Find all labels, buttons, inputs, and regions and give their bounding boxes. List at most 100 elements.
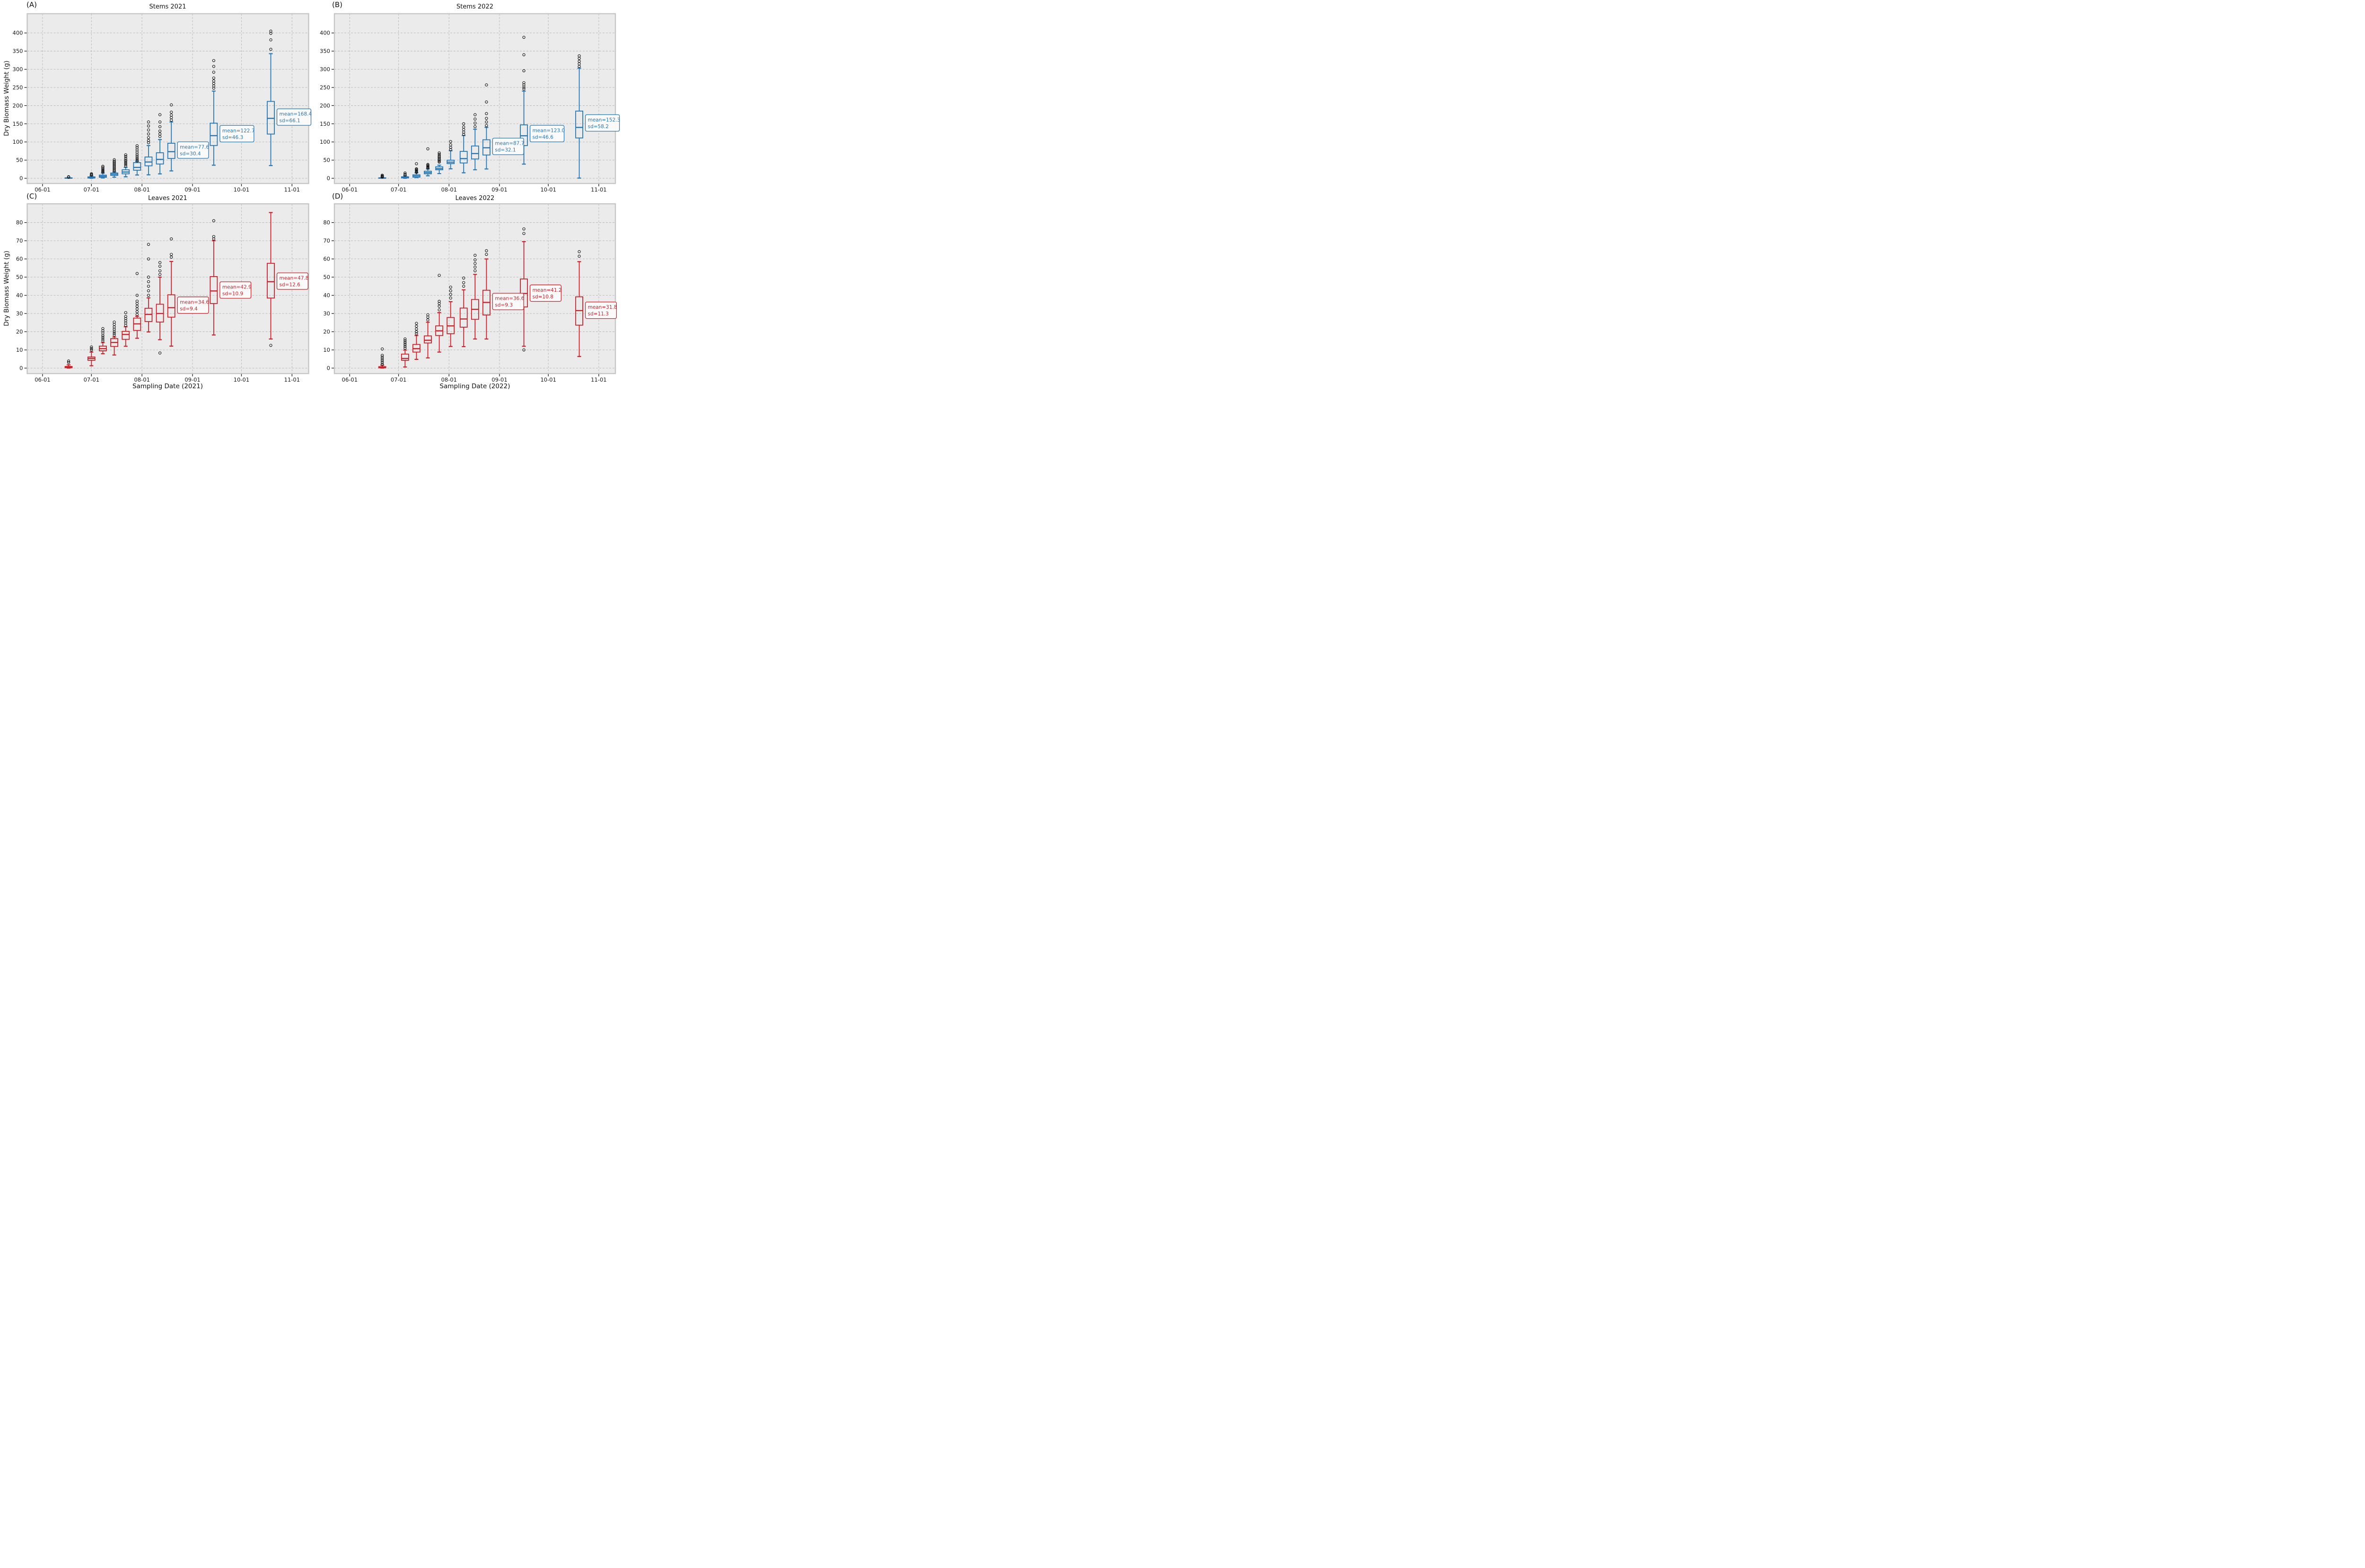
svg-text:40: 40: [323, 292, 330, 299]
svg-text:100: 100: [320, 139, 330, 145]
svg-text:06-01: 06-01: [35, 186, 50, 193]
svg-text:11-01: 11-01: [284, 376, 300, 383]
panel-leaves-2022: (D) Leaves 2022 Sampling Date (2022) 06-…: [310, 192, 620, 392]
svg-text:mean=31.8: mean=31.8: [588, 305, 617, 310]
svg-text:06-01: 06-01: [342, 376, 358, 383]
svg-text:08-01: 08-01: [441, 376, 457, 383]
svg-text:sd=10.9: sd=10.9: [222, 291, 243, 296]
svg-text:10-01: 10-01: [541, 376, 556, 383]
svg-text:07-01: 07-01: [391, 376, 406, 383]
svg-text:10: 10: [323, 347, 330, 353]
svg-text:09-01: 09-01: [184, 186, 200, 193]
svg-text:70: 70: [323, 237, 330, 244]
svg-text:07-01: 07-01: [391, 186, 406, 193]
svg-text:sd=46.3: sd=46.3: [222, 135, 243, 140]
svg-text:10: 10: [16, 347, 23, 353]
svg-text:400: 400: [13, 30, 23, 36]
panel-stems-2022: (B) Stems 2022 06-01 07-01 08-01 09-01 10-01…: [310, 0, 620, 196]
svg-text:400: 400: [320, 30, 330, 36]
svg-text:09-01: 09-01: [184, 376, 200, 383]
svg-text:mean=168.4: mean=168.4: [280, 112, 312, 117]
svg-text:sd=58.2: sd=58.2: [588, 124, 609, 130]
svg-text:70: 70: [16, 237, 23, 244]
svg-text:mean=87.7: mean=87.7: [495, 141, 524, 147]
panel-leaves-2021: (C) Leaves 2021 Dry Biomass Weight (g) S…: [0, 192, 310, 392]
svg-text:sd=9.3: sd=9.3: [495, 303, 513, 308]
svg-text:50: 50: [323, 157, 330, 164]
svg-text:sd=10.8: sd=10.8: [533, 294, 553, 300]
figure-biomass-boxplots: (A) Stems 2021 Dry Biomass Weight (g) 06…: [0, 0, 620, 392]
svg-text:08-01: 08-01: [134, 376, 149, 383]
svg-text:300: 300: [13, 66, 23, 73]
svg-text:07-01: 07-01: [84, 376, 99, 383]
svg-text:350: 350: [13, 48, 23, 54]
svg-text:0: 0: [327, 175, 330, 182]
svg-text:200: 200: [13, 102, 23, 109]
svg-text:50: 50: [323, 274, 330, 280]
svg-text:20: 20: [16, 329, 23, 335]
x-axis-label-2021: Sampling Date (2021): [132, 383, 203, 390]
boxplot-stems-2022: 06-01 07-01 08-01 09-01 10-01 11-01 0 50 100 150 2…: [320, 13, 621, 193]
svg-text:08-01: 08-01: [441, 186, 457, 193]
svg-text:20: 20: [323, 329, 330, 335]
svg-text:10-01: 10-01: [234, 186, 249, 193]
panel-letter-c: (C): [26, 192, 37, 200]
svg-text:80: 80: [323, 219, 330, 226]
svg-text:06-01: 06-01: [342, 186, 358, 193]
svg-text:0: 0: [19, 175, 23, 182]
svg-text:50: 50: [16, 274, 23, 280]
svg-text:150: 150: [13, 121, 23, 127]
panel-letter-d: (D): [332, 192, 343, 200]
svg-text:10-01: 10-01: [234, 376, 249, 383]
svg-text:300: 300: [320, 66, 330, 73]
svg-text:11-01: 11-01: [284, 186, 300, 193]
svg-text:sd=32.1: sd=32.1: [495, 148, 516, 153]
svg-text:11-01: 11-01: [591, 376, 606, 383]
svg-text:mean=41.2: mean=41.2: [533, 287, 562, 293]
svg-text:60: 60: [16, 256, 23, 262]
svg-text:08-01: 08-01: [134, 186, 149, 193]
panel-stems-2021: (A) Stems 2021 Dry Biomass Weight (g) 06…: [0, 0, 312, 196]
svg-text:30: 30: [323, 310, 330, 317]
svg-text:11-01: 11-01: [591, 186, 606, 193]
svg-text:100: 100: [13, 139, 23, 145]
panel-title-stems-2021: Stems 2021: [149, 3, 186, 10]
svg-text:sd=9.4: sd=9.4: [180, 306, 198, 312]
panel-title-leaves-2021: Leaves 2021: [148, 195, 187, 202]
svg-text:06-01: 06-01: [35, 376, 50, 383]
x-axis-label-2022: Sampling Date (2022): [439, 383, 510, 390]
svg-text:mean=36.6: mean=36.6: [495, 296, 524, 302]
svg-text:mean=123.0: mean=123.0: [533, 128, 565, 134]
svg-text:350: 350: [320, 48, 330, 54]
svg-text:07-01: 07-01: [84, 186, 99, 193]
svg-text:50: 50: [16, 157, 23, 164]
svg-text:sd=12.6: sd=12.6: [280, 282, 301, 288]
svg-text:sd=30.4: sd=30.4: [180, 151, 201, 157]
svg-text:200: 200: [320, 102, 330, 109]
svg-text:09-01: 09-01: [491, 376, 507, 383]
svg-text:10-01: 10-01: [541, 186, 556, 193]
svg-text:mean=77.6: mean=77.6: [180, 144, 209, 150]
svg-text:09-01: 09-01: [491, 186, 507, 193]
svg-text:mean=122.7: mean=122.7: [222, 128, 255, 134]
svg-text:150: 150: [320, 121, 330, 127]
svg-text:sd=11.3: sd=11.3: [588, 311, 609, 317]
panel-letter-b: (B): [332, 0, 342, 9]
boxplot-leaves-2021: 06-01 07-01 08-01 09-01 10-01 11-01 0 10 20 30 40 5…: [16, 203, 309, 383]
svg-text:60: 60: [323, 256, 330, 262]
svg-text:40: 40: [16, 292, 23, 299]
svg-text:0: 0: [327, 365, 330, 371]
panel-title-stems-2022: Stems 2022: [456, 3, 493, 10]
svg-text:mean=152.3: mean=152.3: [588, 117, 621, 123]
panel-letter-a: (A): [26, 0, 37, 9]
svg-text:30: 30: [16, 310, 23, 317]
svg-text:0: 0: [19, 365, 23, 371]
boxplot-leaves-2022: 06-01 07-01 08-01 09-01 10-01 11-01 0 10 20 30 40 5…: [323, 203, 617, 383]
svg-text:250: 250: [13, 84, 23, 91]
svg-text:250: 250: [320, 84, 330, 91]
panel-title-leaves-2022: Leaves 2022: [455, 195, 495, 202]
svg-text:sd=46.6: sd=46.6: [533, 135, 554, 140]
svg-text:80: 80: [16, 219, 23, 226]
svg-text:mean=42.9: mean=42.9: [222, 284, 252, 290]
svg-text:mean=34.6: mean=34.6: [180, 299, 209, 305]
